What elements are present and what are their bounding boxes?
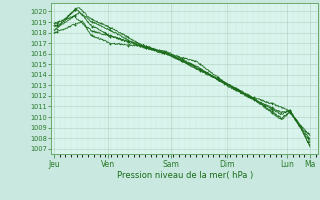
X-axis label: Pression niveau de la mer( hPa ): Pression niveau de la mer( hPa ) xyxy=(117,171,253,180)
